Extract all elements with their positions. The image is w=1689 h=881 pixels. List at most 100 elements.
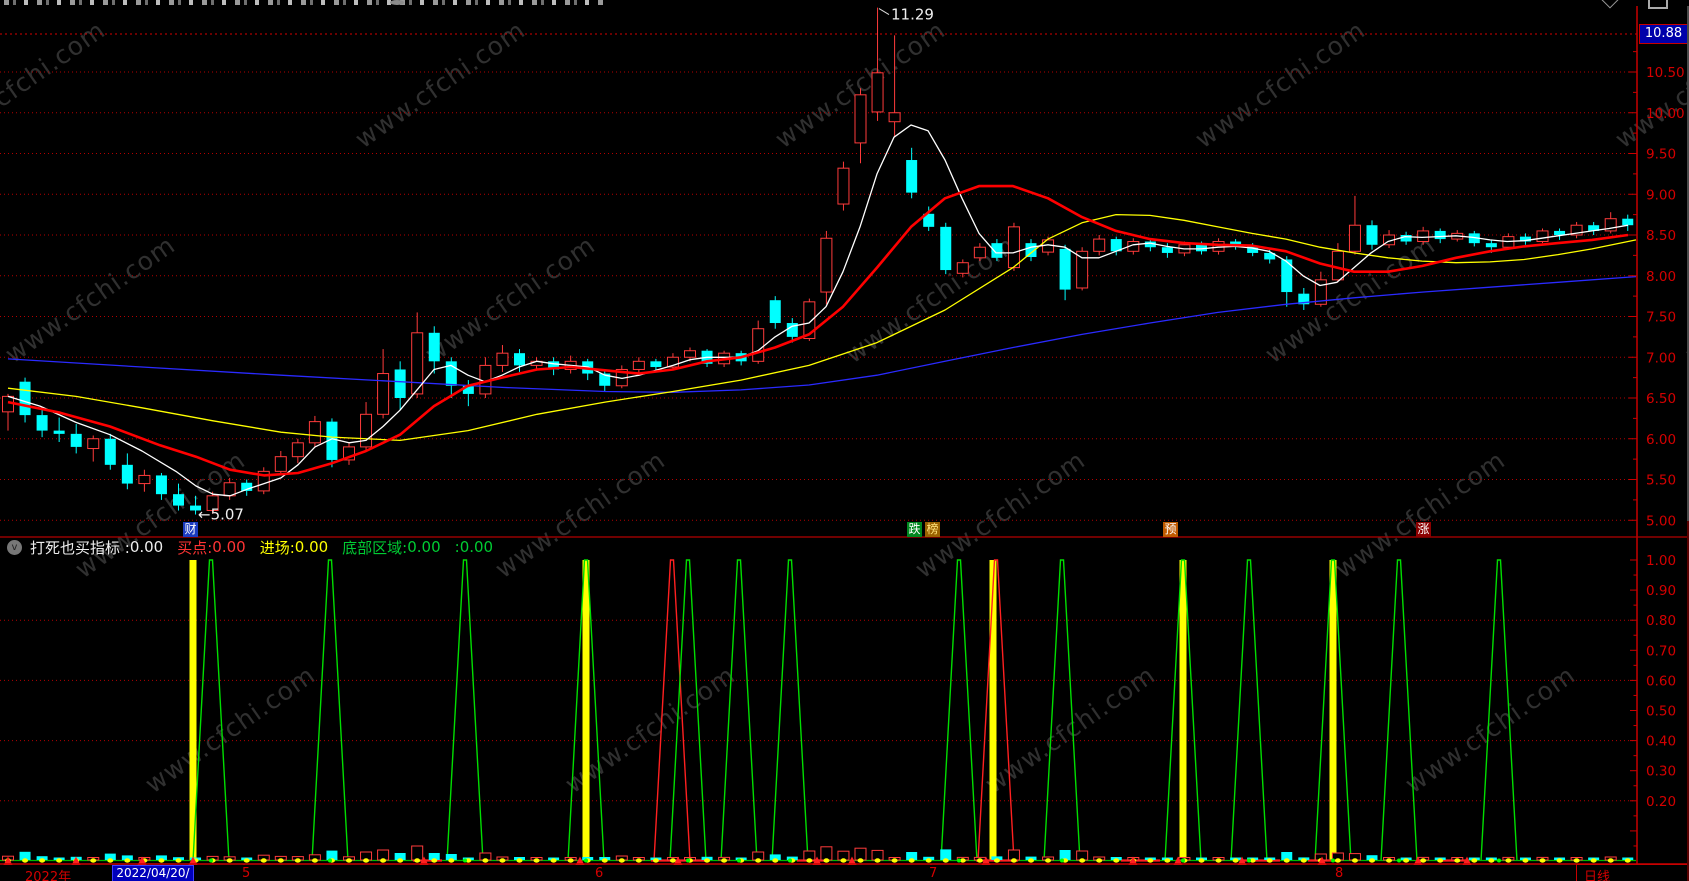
window-titlebar: [0, 0, 1689, 9]
month-label: 6: [595, 866, 604, 881]
candle-down: [1588, 225, 1600, 231]
mini-bar-down: [786, 856, 798, 860]
candle-up: [1348, 224, 1361, 252]
baseline-dot-yellow: [908, 858, 915, 863]
mini-bar-down: [428, 853, 440, 860]
baseline-dot-green: [1331, 858, 1335, 863]
baseline-dot-yellow: [1437, 858, 1444, 863]
collapse-indicator-icon[interactable]: v: [7, 539, 22, 555]
baseline-dot-yellow: [567, 858, 574, 863]
candle-up: [1007, 226, 1020, 269]
candle-down: [1196, 244, 1207, 252]
baseline-dot-yellow: [431, 858, 438, 863]
candle-down: [1161, 247, 1173, 253]
month-label: 8: [1335, 866, 1344, 881]
baseline-dot-yellow: [1232, 858, 1239, 863]
price-axis-label: 7.50: [1646, 310, 1676, 326]
month-label: 5: [242, 866, 251, 881]
candle-down: [1281, 259, 1293, 293]
candle-down: [104, 438, 116, 465]
ma-long-line: [7, 275, 1637, 393]
right-frame-top: [1687, 6, 1689, 521]
entry-value: 0.00: [294, 538, 329, 556]
candle-up: [274, 456, 287, 472]
spike-red: [653, 559, 691, 862]
candle-down: [445, 361, 457, 386]
baseline-dot-yellow: [1164, 858, 1171, 863]
window-restore-icon[interactable]: [1648, 0, 1668, 9]
mini-bar-down: [991, 856, 1003, 860]
period-selector[interactable]: 日线: [1576, 864, 1689, 881]
mini-bar-down: [1366, 855, 1378, 860]
event-marker-badge[interactable]: 跌: [907, 522, 922, 537]
candle-down: [1485, 243, 1497, 248]
mini-bar-down: [769, 854, 781, 860]
app-logo-icon: [390, 0, 404, 5]
candle-up: [291, 442, 304, 458]
baseline-dot-yellow: [90, 858, 97, 863]
baseline-dot-yellow: [1045, 858, 1052, 863]
baseline-dot-yellow: [874, 858, 881, 863]
spike-green: [771, 559, 809, 862]
candle-up: [684, 350, 696, 358]
candle-up: [956, 262, 969, 274]
candle-up: [206, 495, 219, 511]
candle-up: [803, 301, 816, 340]
candle-down: [326, 421, 338, 460]
baseline-dot-green: [209, 858, 213, 863]
candle-down: [599, 373, 611, 386]
mini-bar-down: [104, 853, 116, 860]
candle-down: [906, 160, 918, 193]
baseline-dot-yellow: [226, 858, 233, 863]
spike-green: [311, 559, 349, 862]
candle-down: [1622, 218, 1634, 226]
candle-up: [1093, 238, 1106, 252]
baseline-dot-yellow: [533, 858, 540, 863]
baseline-dot-yellow: [891, 858, 898, 863]
sub-axis-label: 1.00: [1646, 553, 1676, 569]
price-axis-label: 10.00: [1646, 106, 1685, 122]
baseline-dot-yellow: [1147, 858, 1154, 863]
baseline-dot-yellow: [806, 858, 813, 863]
baseline-dot-yellow: [56, 858, 63, 863]
entry-label: 进场:: [259, 538, 295, 557]
price-axis-label: 9.50: [1646, 147, 1676, 163]
spike-green: [192, 559, 230, 862]
spike-green: [669, 559, 707, 862]
mini-bar-down: [1281, 852, 1293, 860]
high-price-annotation: 11.29: [891, 6, 934, 24]
event-marker-badge[interactable]: 榜: [925, 522, 940, 537]
event-marker-badge[interactable]: 涨: [1416, 522, 1431, 537]
baseline-dot-green: [1181, 858, 1185, 863]
bottom-zone-value: 0.00: [407, 538, 441, 556]
sub-axis-label: 0.80: [1646, 613, 1676, 629]
baseline-dot-yellow: [1590, 858, 1597, 863]
candle-up: [308, 421, 321, 444]
baseline-dot-yellow: [482, 858, 489, 863]
baseline-dot-yellow: [158, 858, 165, 863]
baseline-dot-yellow: [1300, 858, 1307, 863]
year-label: 2022年: [25, 870, 72, 881]
baseline-dot-yellow: [346, 858, 352, 863]
signal-bar-yellow: [189, 560, 197, 861]
candle-down: [1264, 252, 1276, 260]
spike-green: [1164, 559, 1202, 862]
event-marker-badge[interactable]: 预: [1163, 522, 1178, 537]
spike-green: [940, 559, 978, 862]
ma-slow-bold-line: [7, 184, 1629, 477]
candle-down: [1144, 241, 1156, 248]
baseline-dot-yellow: [465, 858, 472, 863]
candle-down: [1247, 246, 1259, 253]
candle-down: [462, 385, 474, 394]
baseline-dot-yellow: [669, 858, 676, 863]
baseline-dot-yellow: [22, 858, 29, 863]
baseline-dot-yellow: [1488, 858, 1495, 863]
extra-label: :: [454, 538, 460, 556]
candle-up: [632, 360, 645, 370]
event-marker-badge[interactable]: 财: [183, 522, 198, 537]
baseline-dot-green: [584, 858, 588, 863]
sub-axis-label: 0.60: [1646, 673, 1676, 689]
candle-up: [752, 328, 765, 362]
baseline-dot-green: [1060, 858, 1064, 863]
